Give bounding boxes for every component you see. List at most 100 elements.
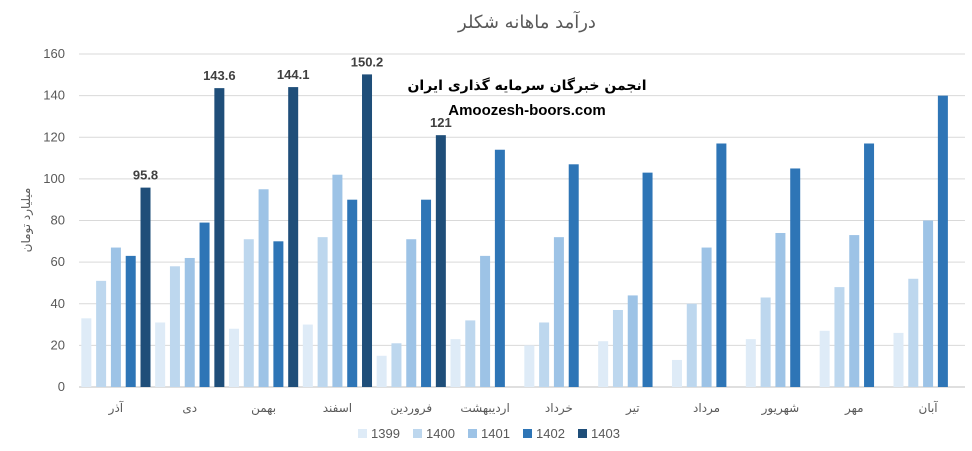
bar-1400 (686, 303, 697, 387)
bar-1401 (923, 220, 934, 387)
legend-label: 1400 (426, 426, 455, 441)
bar-1402 (790, 168, 801, 387)
y-tick-label: 120 (43, 129, 65, 144)
bar-1400 (760, 297, 771, 387)
x-category-label: دی (182, 401, 197, 415)
data-label: 150.2 (351, 54, 384, 69)
legend-swatch (578, 429, 587, 438)
legend-item-1399: 1399 (358, 426, 400, 441)
y-axis-label: میلیارد تومان (19, 188, 34, 253)
data-labels: 95.8 143.6 144.1 150.2 121 (133, 54, 452, 182)
bar-1402 (716, 143, 727, 387)
bar-1403 (435, 135, 446, 387)
legend-label: 1399 (371, 426, 400, 441)
x-axis-categories: آذر دی بهمن اسفند فروردین اردیبهشت خرداد تیر مرد… (108, 400, 939, 416)
x-category-label: خرداد (545, 401, 573, 416)
y-tick-label: 100 (43, 171, 65, 186)
legend: 1399 1400 1401 1402 1403 (358, 426, 620, 441)
bar-1400 (834, 287, 845, 387)
bar-1399 (302, 324, 313, 387)
bar-1402 (125, 255, 136, 387)
bar-1400 (908, 278, 919, 387)
bar-1401 (849, 235, 860, 387)
legend-item-1402: 1402 (523, 426, 565, 441)
legend-swatch (523, 429, 532, 438)
legend-item-1401: 1401 (468, 426, 510, 441)
bar-1399 (81, 318, 92, 387)
x-category-label: مرداد (693, 401, 720, 416)
bar-1401 (627, 295, 638, 387)
bar-1401 (480, 255, 491, 387)
bar-1401 (184, 257, 195, 387)
bar-1400 (169, 266, 180, 387)
bar-1402 (864, 143, 875, 387)
legend-item-1400: 1400 (413, 426, 455, 441)
legend-swatch (358, 429, 367, 438)
bar-1402 (642, 172, 653, 387)
bar-1402 (273, 241, 284, 387)
gridlines (79, 53, 965, 388)
bar-1400 (612, 309, 623, 387)
bar-1399 (819, 330, 830, 387)
bar-1401 (258, 189, 269, 387)
bar-1401 (701, 247, 712, 387)
bar-1401 (775, 232, 786, 387)
bar-1399 (155, 322, 166, 387)
legend-label: 1403 (591, 426, 620, 441)
bar-1403 (140, 187, 151, 387)
x-category-label: بهمن (251, 401, 276, 416)
bar-1399 (524, 345, 535, 387)
bar-1400 (539, 322, 550, 387)
bar-1401 (406, 239, 417, 387)
chart-title: درآمد ماهانه شکلر (457, 10, 596, 33)
y-tick-label: 160 (43, 46, 65, 61)
data-label: 121 (430, 115, 452, 130)
x-category-label: آبان (919, 400, 939, 415)
bar-1399 (450, 339, 461, 387)
bar-1401 (110, 247, 121, 387)
bar-1399 (598, 341, 609, 387)
bar-1400 (317, 237, 328, 387)
y-tick-label: 140 (43, 88, 65, 103)
data-label: 144.1 (277, 67, 310, 82)
bar-1402 (568, 164, 579, 387)
bar-1402 (421, 199, 432, 387)
legend-label: 1401 (481, 426, 510, 441)
bar-1402 (937, 95, 948, 387)
x-category-label: آذر (108, 400, 124, 416)
bar-1403 (214, 88, 225, 387)
x-category-label: اسفند (323, 401, 352, 415)
watermark-association: انجمن خبرگان سرمایه گذاری ایران (407, 77, 646, 94)
bar-1399 (376, 355, 387, 387)
y-axis-ticks: 0 20 40 60 80 100 120 140 160 (43, 46, 65, 394)
bar-1400 (96, 280, 107, 387)
data-label: 143.6 (203, 68, 236, 83)
bar-1403 (288, 87, 299, 388)
y-tick-label: 60 (51, 254, 65, 269)
bar-1400 (391, 343, 402, 387)
legend-swatch (468, 429, 477, 438)
x-category-label: اردیبهشت (460, 401, 509, 416)
x-category-label: مهر (844, 401, 864, 416)
bar-1403 (362, 74, 373, 388)
legend-swatch (413, 429, 422, 438)
bar-1400 (243, 239, 254, 387)
y-tick-label: 80 (51, 213, 65, 228)
x-category-label: تیر (625, 401, 640, 416)
bar-1399 (745, 339, 756, 387)
legend-item-1403: 1403 (578, 426, 620, 441)
bar-1399 (671, 359, 682, 387)
y-tick-label: 0 (58, 379, 65, 394)
y-tick-label: 20 (51, 337, 65, 352)
bar-1401 (332, 174, 343, 387)
bar-1399 (893, 332, 904, 387)
watermark-website: Amoozesh-boors.com (448, 102, 606, 119)
x-category-label: فروردین (390, 401, 432, 416)
bar-1402 (199, 222, 210, 387)
bar-1401 (553, 237, 564, 387)
legend-label: 1402 (536, 426, 565, 441)
bar-1402 (347, 199, 358, 387)
bar-1399 (228, 328, 239, 387)
x-category-label: شهریور (761, 401, 800, 416)
